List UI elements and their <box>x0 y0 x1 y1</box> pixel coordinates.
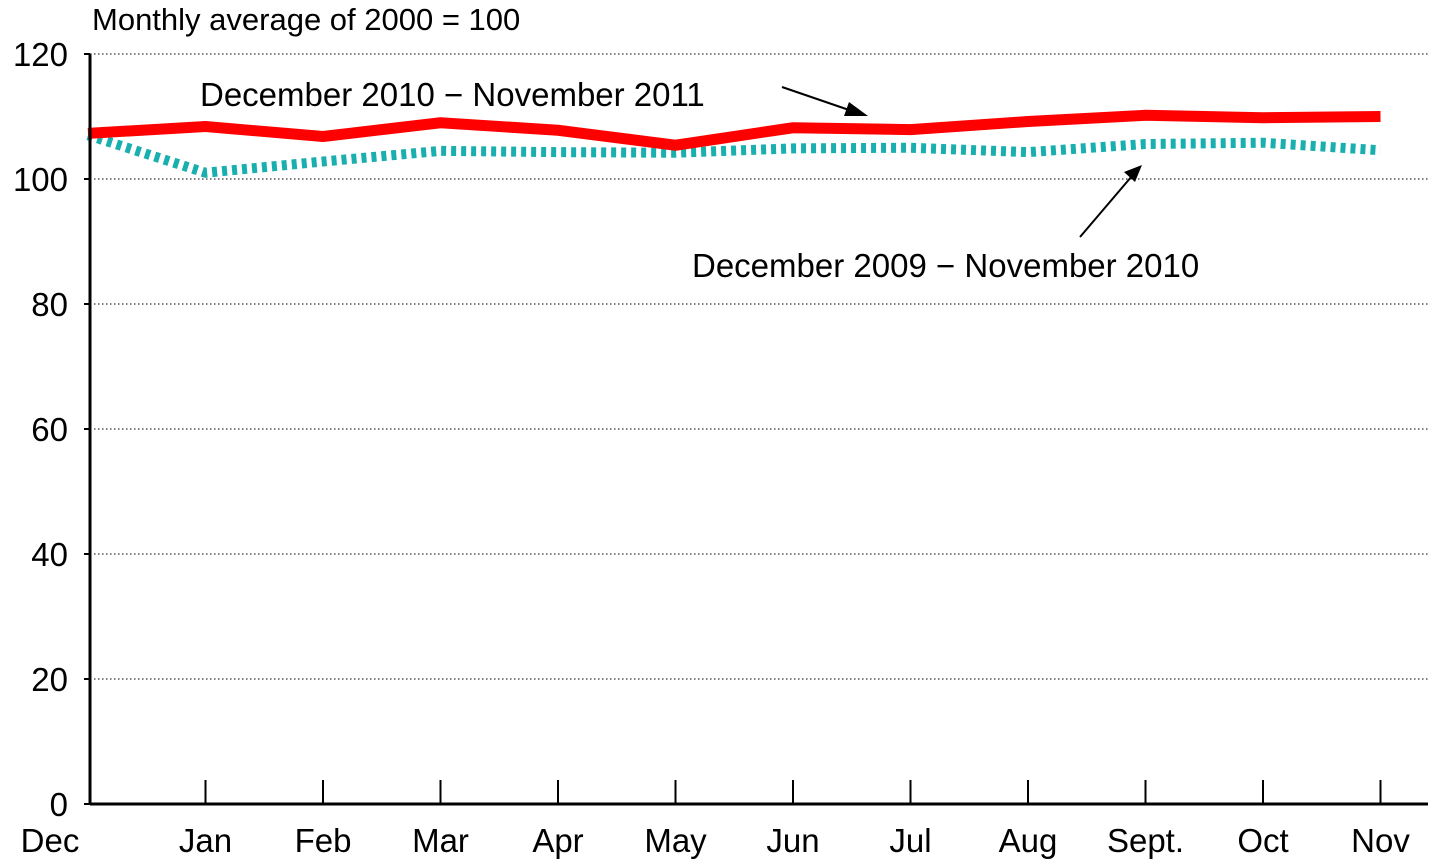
series-label-0: December 2010 − November 2011 <box>200 76 705 113</box>
x-tick-label-11: Nov <box>1351 822 1410 859</box>
series-annotations: December 2010 − November 2011 December 20… <box>200 76 1199 284</box>
series-arrow-line-0 <box>781 86 853 112</box>
x-tick-label-8: Aug <box>999 822 1058 859</box>
x-tick-label-3: Mar <box>412 822 469 859</box>
y-tick-label-20: 20 <box>31 661 68 698</box>
y-tick-label-80: 80 <box>31 286 68 323</box>
x-tick-label-5: May <box>644 822 707 859</box>
x-tick-label-9: Sept. <box>1107 822 1184 859</box>
x-tick-label-1: Jan <box>179 822 232 859</box>
y-axis-ticks: 0 20 40 60 80 100 120 <box>13 36 90 823</box>
x-tick-label-7: Jul <box>889 822 931 859</box>
grid-lines <box>90 53 1428 680</box>
axes <box>88 54 1428 806</box>
series-lines <box>86 109 1381 178</box>
y-axis-label: Monthly average of 2000 = 100 <box>92 2 520 37</box>
y-tick-label-100: 100 <box>13 161 68 198</box>
series-arrow-line-1 <box>1079 175 1133 238</box>
x-tick-label-10: Oct <box>1237 822 1288 859</box>
series-line-1 <box>86 130 1381 178</box>
x-tick-label-2: Feb <box>295 822 352 859</box>
y-tick-label-0: 0 <box>50 786 68 823</box>
y-tick-label-60: 60 <box>31 411 68 448</box>
y-tick-label-40: 40 <box>31 536 68 573</box>
x-axis-ticks: Dec Jan Feb Mar Apr May Jun Jul Aug Sept. Oct Nov <box>21 780 1410 859</box>
x-tick-label-0: Dec <box>21 822 80 859</box>
x-tick-label-4: Apr <box>532 822 583 859</box>
series-line-0 <box>87 109 1381 151</box>
series-arrow-head-0 <box>844 102 868 116</box>
x-tick-label-6: Jun <box>766 822 819 859</box>
series-label-1: December 2009 − November 2010 <box>692 247 1199 284</box>
y-tick-label-120: 120 <box>13 36 68 73</box>
series-arrow-head-1 <box>1124 165 1142 182</box>
